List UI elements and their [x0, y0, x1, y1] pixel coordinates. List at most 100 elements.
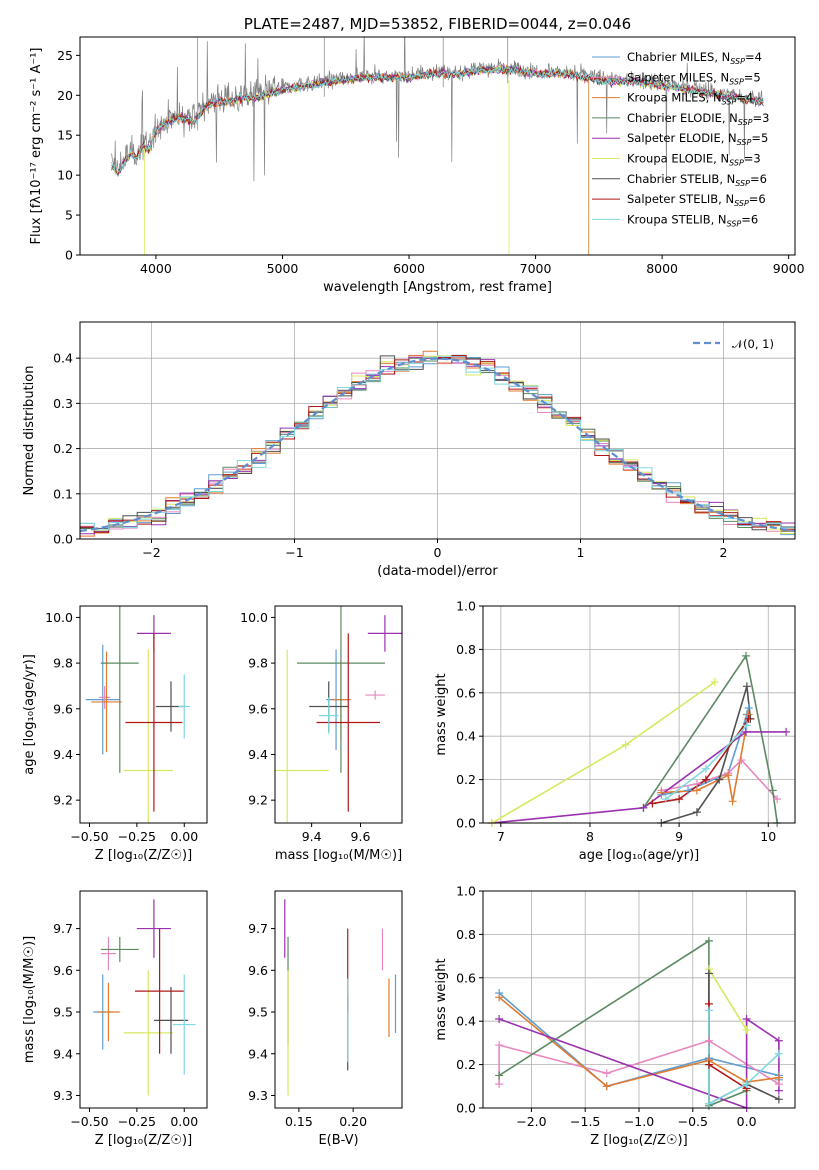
spectrum-axes-frame [79, 36, 796, 256]
age-vs-mass-ytick-label: 10.0 [240, 610, 268, 625]
mass-weight-marker [704, 969, 713, 978]
mass-weight-marker [621, 740, 630, 749]
mass-weight-marker [684, 786, 693, 795]
mass-weight-marker [741, 727, 750, 736]
legend-entry: Salpeter STELIB, NSSP=6 [627, 192, 766, 208]
mass-vs-ebv-xlabel: E(B-V) [318, 1133, 358, 1148]
residuals-ytick-label: 0.1 [53, 486, 73, 501]
mass-weight-marker [710, 677, 719, 686]
weight-vs-Z-ytick-label: 0.6 [456, 970, 476, 985]
mass-weight-marker [704, 936, 713, 945]
mass-weight-marker [495, 1015, 504, 1024]
spectrum-ytick-label: 0 [65, 248, 73, 263]
mass-vs-Z-ytick-label: 9.4 [53, 1046, 73, 1061]
weight-vs-age-ylabel: mass weight [434, 673, 449, 755]
weight-vs-Z-xtick-label: −0.5 [678, 1114, 708, 1129]
legend-entry: Kroupa ELODIE, NSSP=3 [627, 152, 761, 168]
age-vs-Z-xlabel: Z [log₁₀(Z/Z☉)] [95, 848, 192, 863]
age-vs-Z-xtick-label: 0.00 [170, 829, 198, 844]
residuals-xlabel: (data-model)/error [377, 564, 498, 579]
residuals-ytick-label: 0.4 [53, 351, 73, 366]
age-vs-mass-plot-area [275, 606, 402, 823]
weight-vs-age-ytick-label: 0.6 [456, 685, 476, 700]
residuals-ytick-label: 0.0 [53, 532, 73, 547]
mass-vs-ebv-panel: 0.15 0.20 9.3 9.4 9.5 9.6 9.7 E(B-V) [248, 890, 403, 1148]
mass-vs-Z-xlabel: Z [log₁₀(Z/Z☉)] [95, 1133, 192, 1148]
weight-vs-age-panel: 7 8 9 10 0.0 0.2 0.4 0.6 0.8 1.0 age [log₁₀(age/yr… [434, 599, 796, 863]
age-vs-mass-xtick-label: 9.6 [351, 829, 371, 844]
spectrum-xtick-label: 5000 [267, 261, 299, 276]
spectrum-xtick-label: 6000 [393, 261, 425, 276]
spectrum-ytick-label: 20 [57, 88, 73, 103]
mass-weight-marker [774, 1086, 783, 1095]
mass-weight-marker [774, 1073, 783, 1082]
mass-weight-marker [602, 1082, 611, 1091]
age-vs-Z-ylabel: age [log₁₀(age/yr)] [22, 654, 37, 775]
mass-vs-Z-plot-area [93, 899, 196, 1096]
mass-weight-marker [701, 764, 710, 773]
mass-weight-line [708, 968, 748, 1031]
mass-weight-marker [768, 786, 777, 795]
mass-weight-marker [661, 795, 670, 804]
age-vs-Z-panel: −0.50 −0.25 0.00 9.2 9.4 9.6 9.8 10.0 Z [log₁₀(Z… [22, 605, 208, 863]
weight-vs-Z-xtick-label: −1.0 [624, 1114, 654, 1129]
mass-weight-marker [602, 1069, 611, 1078]
mass-weight-marker [692, 808, 701, 817]
spectrum-ytick-label: 25 [57, 48, 73, 63]
mass-weight-marker [495, 993, 504, 1002]
mass-vs-Z-panel: −0.50 −0.25 0.00 9.3 9.4 9.5 9.6 9.7 Z [log₁₀(Z/… [22, 890, 208, 1148]
mass-vs-Z-xtick-label: −0.50 [70, 1114, 108, 1129]
residuals-xtick-label: 2 [720, 545, 728, 560]
mass-vs-Z-xtick-label: 0.00 [170, 1114, 198, 1129]
weight-vs-age-axes-frame [482, 605, 796, 824]
mass-vs-ebv-plot-area [284, 899, 397, 1096]
mass-weight-marker [495, 1071, 504, 1080]
age-vs-Z-ytick-label: 10.0 [45, 610, 73, 625]
spectrum-ytick-label: 5 [65, 208, 73, 223]
age-vs-mass-xlabel: mass [log₁₀(M/M☉)] [275, 848, 402, 863]
mass-vs-ebv-ytick-label: 9.3 [248, 1088, 268, 1103]
weight-vs-age-ytick-label: 0.8 [456, 642, 476, 657]
mass-weight-marker [657, 788, 666, 797]
residuals-panel: −2 −1 0 1 2 0.0 0.1 0.2 0.3 0.4 (data-model)/error… [22, 321, 796, 579]
weight-vs-age-xtick-label: 7 [497, 829, 505, 844]
mass-weight-marker [639, 803, 648, 812]
residuals-xtick-label: 0 [434, 545, 442, 560]
mass-weight-line [708, 1003, 748, 1090]
age-vs-Z-xtick-label: −0.25 [118, 829, 156, 844]
mass-weight-marker [715, 775, 724, 784]
chart-title: PLATE=2487, MJD=53852, FIBERID=0044, z=0… [244, 15, 631, 33]
mass-vs-Z-ytick-label: 9.7 [53, 921, 73, 936]
weight-vs-age-ytick-label: 0.4 [456, 729, 476, 744]
weight-vs-Z-ytick-label: 0.4 [456, 1014, 476, 1029]
weight-vs-Z-ytick-label: 0.0 [456, 1101, 476, 1116]
weight-vs-age-xtick-label: 9 [675, 829, 683, 844]
weight-vs-age-ytick-label: 0.2 [456, 772, 476, 787]
spectrum-panel: 4000 5000 6000 7000 8000 9000 0 5 10 15 20 25 wavele… [29, 36, 805, 295]
age-vs-mass-ytick-label: 9.8 [248, 656, 268, 671]
legend-entry: Salpeter ELODIE, NSSP=5 [627, 131, 768, 147]
age-vs-Z-plot-area [85, 606, 190, 823]
age-vs-mass-ytick-label: 9.6 [248, 701, 268, 716]
mass-vs-ebv-axes-frame [274, 890, 403, 1109]
mass-weight-marker [737, 756, 746, 765]
mass-vs-Z-ytick-label: 9.6 [53, 963, 73, 978]
mass-weight-marker [704, 1099, 713, 1108]
residuals-xtick-label: −1 [285, 545, 303, 560]
mass-weight-marker [742, 682, 751, 691]
weight-vs-Z-panel: −2.0 −1.5 −1.0 −0.5 0.0 0.0 0.2 0.4 0.6 0.8 1.0 Z [… [434, 884, 796, 1148]
mass-vs-ebv-ytick-label: 9.6 [248, 963, 268, 978]
spectrum-plot-area [111, 37, 764, 255]
legend-entry: Chabrier STELIB, NSSP=6 [627, 172, 767, 188]
age-vs-Z-axes-frame [79, 605, 208, 824]
spectrum-xtick-label: 9000 [773, 261, 805, 276]
weight-vs-Z-xlabel: Z [log₁₀(Z/Z☉)] [590, 1133, 687, 1148]
mass-weight-marker [704, 1036, 713, 1045]
weight-vs-Z-axes-frame [482, 890, 796, 1109]
mass-weight-marker [744, 714, 753, 723]
legend-entry: 𝒩(0, 1) [732, 337, 774, 351]
mass-vs-ebv-xtick-label: 0.20 [339, 1114, 367, 1129]
residuals-plot-area [80, 322, 795, 539]
weight-vs-age-xtick-label: 10 [760, 829, 776, 844]
